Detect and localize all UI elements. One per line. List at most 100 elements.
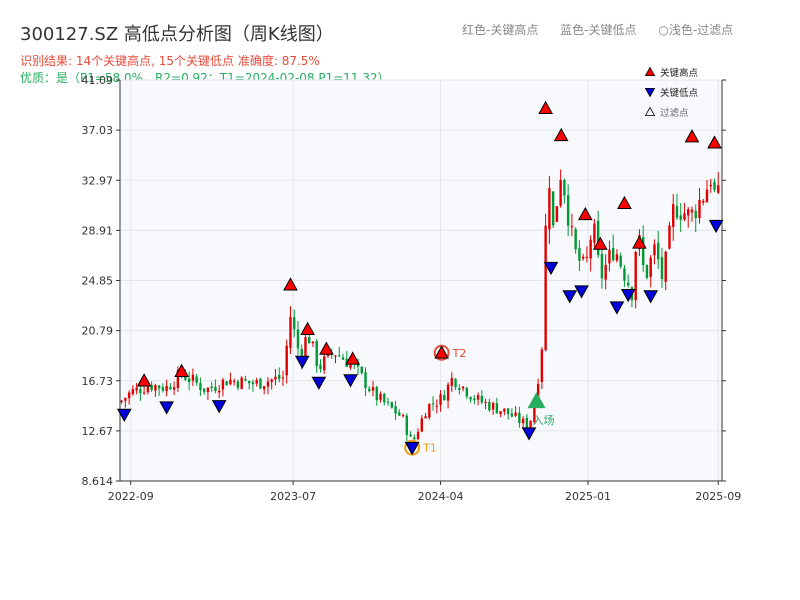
candle: [544, 213, 547, 352]
candle-body: [206, 387, 210, 392]
candle: [611, 234, 615, 262]
x-tick-label: 2022-09: [108, 490, 154, 503]
candle-body: [551, 191, 555, 226]
candle-body: [563, 180, 566, 196]
y-tick-label: 16.73: [82, 375, 114, 388]
candle: [266, 377, 270, 395]
candle: [675, 193, 679, 220]
candle-body: [439, 394, 442, 405]
candle: [394, 400, 397, 421]
candle-body: [687, 209, 690, 216]
key-low-marker: [159, 401, 174, 415]
candle-body: [641, 236, 645, 266]
candle: [664, 250, 667, 291]
candle: [548, 175, 551, 244]
candle: [289, 306, 292, 354]
candle-body: [559, 179, 562, 206]
candle-body: [383, 393, 386, 403]
candle: [694, 204, 697, 233]
candle-body: [263, 386, 266, 390]
candle: [296, 320, 300, 356]
candle-body: [548, 188, 551, 230]
key-low-marker: [574, 285, 589, 299]
candle-body: [199, 383, 202, 391]
candle-body: [409, 434, 412, 437]
candle: [191, 368, 195, 387]
candle: [172, 381, 176, 396]
candle: [379, 391, 382, 403]
candle: [503, 408, 506, 416]
key-high-marker: [684, 129, 700, 143]
candle-body: [150, 384, 153, 390]
candle: [263, 385, 266, 395]
candle-body: [142, 392, 146, 394]
candle-body: [596, 220, 600, 256]
candle-body: [202, 388, 206, 392]
key-high-marker: [283, 277, 298, 291]
candle-body: [311, 341, 315, 344]
candle-body: [600, 253, 604, 279]
candle-body: [506, 408, 510, 415]
candle: [135, 383, 138, 395]
candle-body: [469, 397, 472, 400]
candle-body: [236, 381, 240, 388]
y-tick-label: 8.614: [82, 475, 114, 488]
candle-body: [184, 375, 187, 380]
legend-blue-text: 蓝色-关键低点: [560, 23, 637, 37]
candle: [420, 415, 424, 433]
candle-body: [488, 401, 491, 411]
candle-body: [690, 209, 694, 213]
legend-filtered-label: 过滤点: [660, 107, 689, 119]
candle-body: [161, 387, 165, 391]
candle-body: [585, 256, 589, 258]
legend-red-text: 红色-关键高点: [462, 23, 539, 37]
candle: [476, 392, 480, 406]
candle-body: [514, 412, 517, 416]
x-tick-label: 2023-07: [270, 490, 316, 503]
candle-body: [281, 377, 285, 379]
legend-low-icon: [644, 88, 656, 98]
candle: [371, 380, 375, 397]
candle-body: [247, 380, 251, 384]
candle: [210, 381, 213, 392]
candle-body: [154, 385, 157, 391]
candle-body: [634, 252, 637, 301]
candle-body: [379, 393, 382, 400]
candle: [341, 353, 345, 360]
candle-body: [304, 337, 307, 362]
candle-body: [274, 376, 277, 380]
candle-body: [127, 392, 131, 399]
candle-body: [390, 402, 393, 408]
candle: [555, 205, 559, 223]
y-tick-label: 32.97: [82, 174, 114, 187]
candle: [600, 246, 604, 289]
candle: [634, 250, 637, 309]
candle: [619, 252, 622, 269]
candle: [127, 390, 131, 405]
candle: [687, 207, 690, 228]
candle-body: [683, 213, 686, 220]
candle: [154, 383, 157, 397]
candle-body: [626, 282, 630, 286]
candle: [259, 377, 262, 390]
candle-body: [679, 215, 682, 220]
candle: [278, 367, 281, 383]
candle-body: [191, 374, 195, 381]
candle-body: [495, 403, 499, 414]
candle: [657, 230, 660, 269]
candle: [413, 434, 416, 441]
candle: [255, 377, 258, 387]
candle-body: [581, 256, 585, 259]
candle: [375, 385, 378, 406]
candle-body: [225, 381, 228, 386]
candle-body: [323, 356, 326, 371]
candle: [319, 359, 322, 373]
candle: [315, 338, 318, 373]
candle-body: [461, 386, 465, 389]
candle-body: [368, 388, 371, 392]
candle: [431, 396, 435, 411]
candle-body: [675, 206, 679, 218]
candle-body: [221, 379, 225, 390]
candle: [484, 398, 487, 410]
